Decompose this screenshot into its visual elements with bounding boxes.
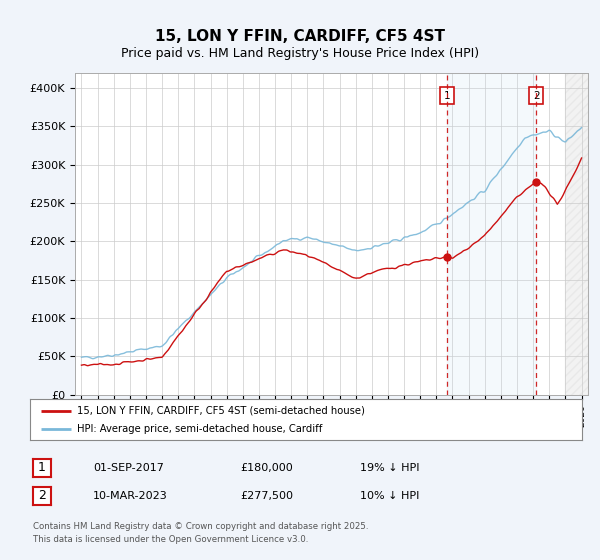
Text: 10-MAR-2023: 10-MAR-2023 xyxy=(93,491,168,501)
Text: 1: 1 xyxy=(38,461,46,474)
Text: 2: 2 xyxy=(533,91,539,101)
Text: HPI: Average price, semi-detached house, Cardiff: HPI: Average price, semi-detached house,… xyxy=(77,424,322,434)
Text: Price paid vs. HM Land Registry's House Price Index (HPI): Price paid vs. HM Land Registry's House … xyxy=(121,46,479,60)
Text: 01-SEP-2017: 01-SEP-2017 xyxy=(93,463,164,473)
Bar xyxy=(447,73,536,395)
Text: 1: 1 xyxy=(444,91,451,101)
Text: Contains HM Land Registry data © Crown copyright and database right 2025.
This d: Contains HM Land Registry data © Crown c… xyxy=(33,522,368,544)
Text: 2: 2 xyxy=(38,489,46,502)
Text: 15, LON Y FFIN, CARDIFF, CF5 4ST (semi-detached house): 15, LON Y FFIN, CARDIFF, CF5 4ST (semi-d… xyxy=(77,405,365,416)
Text: £180,000: £180,000 xyxy=(240,463,293,473)
Bar xyxy=(565,73,588,395)
Text: 15, LON Y FFIN, CARDIFF, CF5 4ST: 15, LON Y FFIN, CARDIFF, CF5 4ST xyxy=(155,29,445,44)
Text: £277,500: £277,500 xyxy=(240,491,293,501)
Text: 19% ↓ HPI: 19% ↓ HPI xyxy=(360,463,419,473)
Text: 10% ↓ HPI: 10% ↓ HPI xyxy=(360,491,419,501)
